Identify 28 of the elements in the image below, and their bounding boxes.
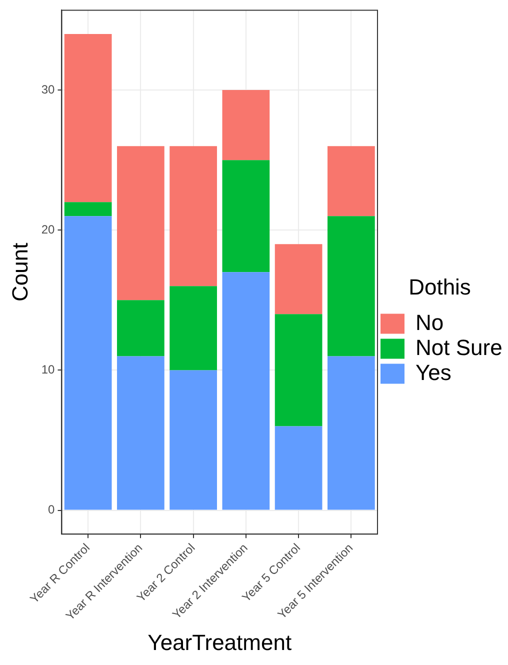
y-tick-label: 0 [48, 502, 56, 517]
bar [170, 286, 217, 370]
bar [170, 146, 217, 286]
bar [328, 356, 375, 510]
legend-label: No [416, 310, 444, 335]
bar [274, 426, 322, 510]
bar [274, 314, 322, 426]
bar [222, 160, 270, 272]
legend-label: Yes [416, 360, 452, 385]
bar [117, 356, 164, 510]
x-axis-title: YearTreatment [148, 630, 292, 655]
bar [222, 90, 270, 160]
bar [222, 272, 270, 510]
bar [328, 216, 375, 356]
y-tick-label: 30 [41, 82, 56, 96]
bar [117, 146, 164, 300]
bar [328, 146, 375, 216]
bar [64, 34, 112, 202]
bar [64, 216, 112, 510]
bar [117, 300, 164, 356]
y-tick-label: 10 [41, 362, 56, 377]
bar [170, 370, 217, 510]
legend-title: Dothis [408, 274, 471, 300]
bar [64, 202, 112, 216]
y-tick-label: 20 [41, 222, 56, 236]
bar [274, 244, 322, 314]
legend-label: Not Sure [416, 334, 502, 360]
y-axis-title: Count [7, 242, 32, 302]
